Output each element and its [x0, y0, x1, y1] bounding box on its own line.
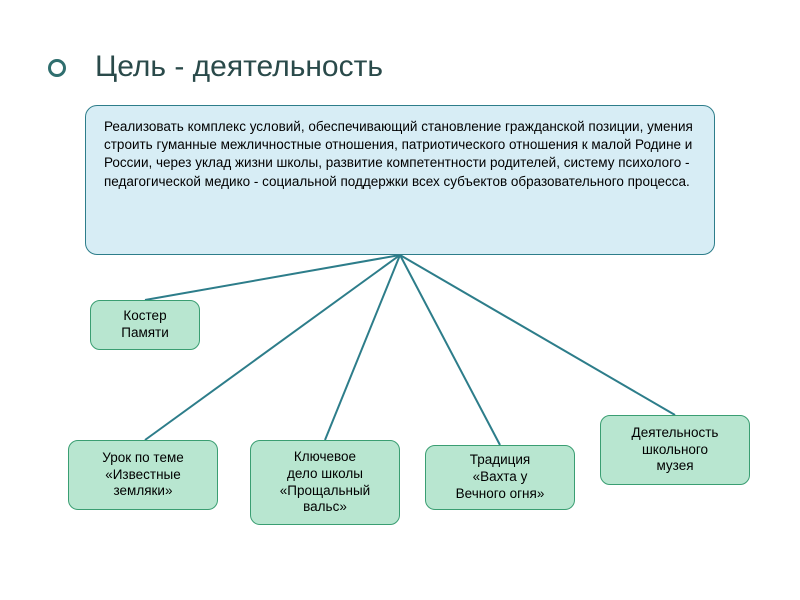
page-title: Цель - деятельность: [95, 50, 383, 84]
concept-node-label: Деятельность школьного музея: [632, 425, 719, 476]
connector-line: [325, 255, 400, 440]
concept-node-label: Костер Памяти: [121, 308, 169, 342]
connector-line: [145, 255, 400, 300]
concept-node: Ключевое дело школы «Прощальный вальс»: [250, 440, 400, 525]
concept-node-label: Традиция «Вахта у Вечного огня»: [456, 452, 545, 503]
connector-line: [400, 255, 500, 445]
title-bullet: [48, 59, 66, 77]
concept-node: Костер Памяти: [90, 300, 200, 350]
connector-line: [400, 255, 675, 415]
concept-node: Традиция «Вахта у Вечного огня»: [425, 445, 575, 510]
concept-node-label: Ключевое дело школы «Прощальный вальс»: [280, 449, 370, 517]
main-goal-box: Реализовать комплекс условий, обеспечива…: [85, 105, 715, 255]
main-goal-text: Реализовать комплекс условий, обеспечива…: [104, 119, 693, 189]
concept-node: Урок по теме «Известные земляки»: [68, 440, 218, 510]
concept-node: Деятельность школьного музея: [600, 415, 750, 485]
concept-node-label: Урок по теме «Известные земляки»: [102, 450, 184, 501]
